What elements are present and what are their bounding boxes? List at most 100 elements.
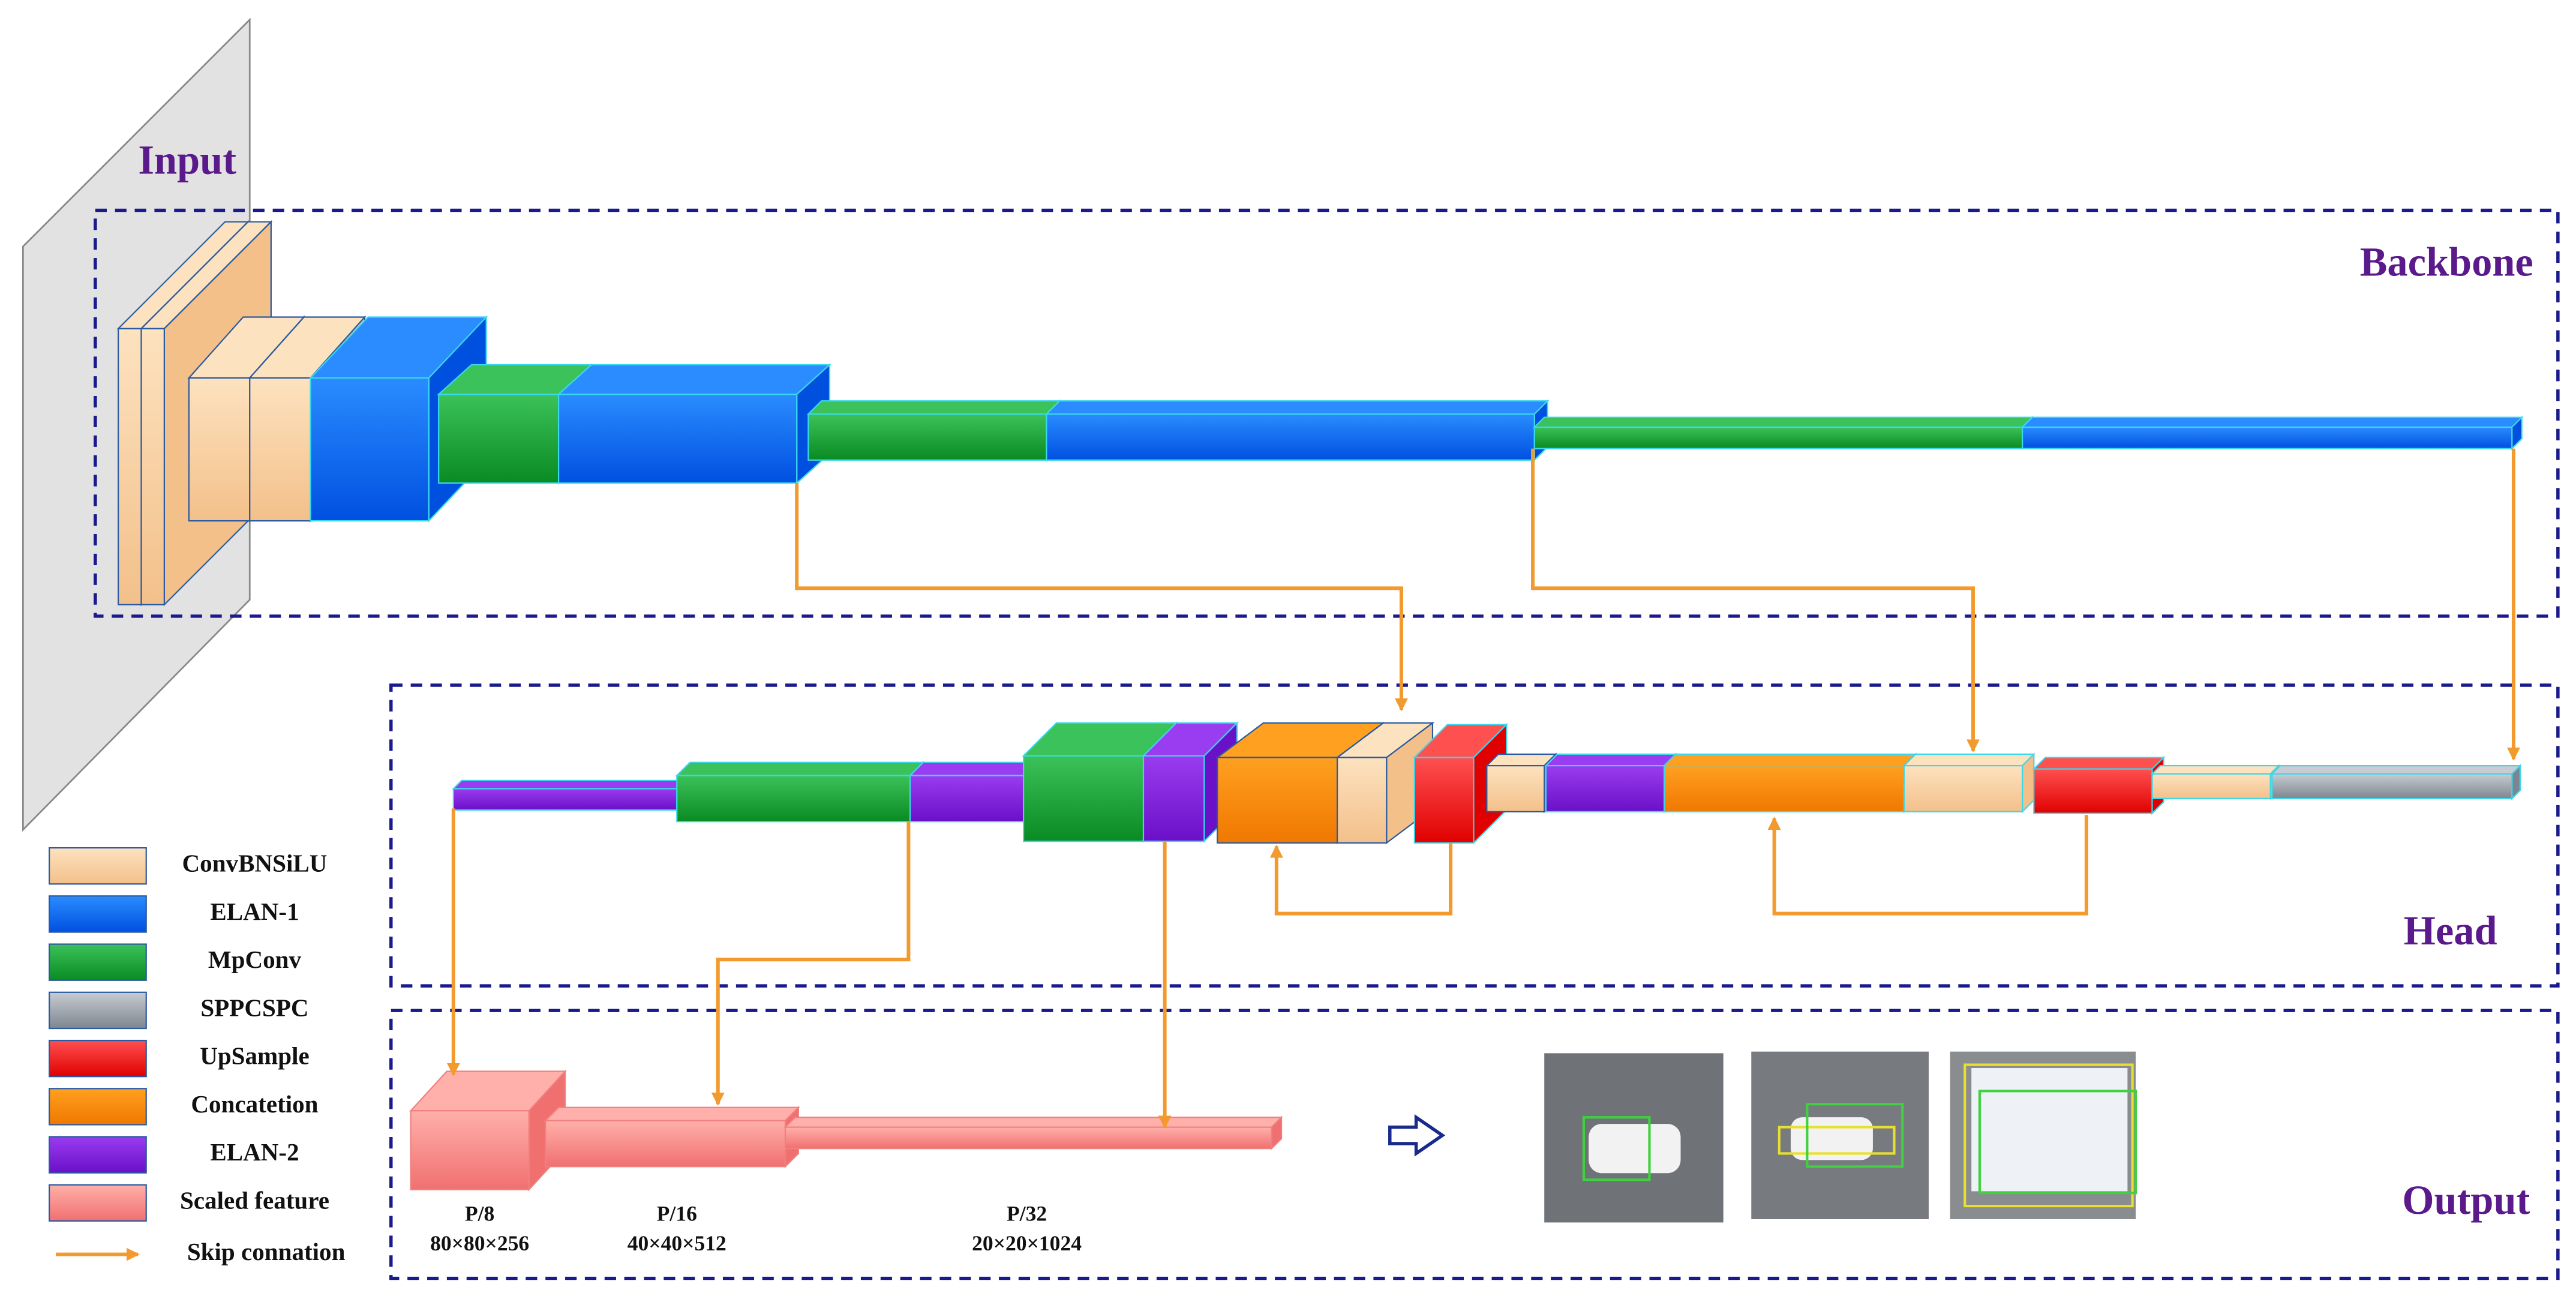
legend-label: Skip connation: [187, 1238, 346, 1265]
scale-labels: P/8 80×80×256 P/16 40×40×512 P/32 20×20×1024: [430, 1202, 1082, 1255]
block-front: [2022, 426, 2513, 449]
block-front: [2271, 773, 2513, 800]
block-front: [1413, 757, 1475, 844]
bbox: [1778, 1126, 1896, 1155]
scale-name: P/16: [657, 1202, 697, 1226]
output-frame: [389, 1009, 2560, 1280]
block: [1544, 752, 1677, 814]
section-label: Head: [2404, 908, 2497, 953]
block-top: [1662, 753, 1917, 767]
block: [2020, 415, 2524, 451]
block: [544, 1106, 800, 1168]
scale-name: P/8: [465, 1202, 494, 1226]
blocks: [116, 220, 2524, 1192]
block-front: [1337, 757, 1388, 844]
block-front: [1545, 765, 1665, 812]
legend-label: Scaled feature: [180, 1186, 329, 1214]
legend-label: ELAN-2: [210, 1138, 299, 1166]
block: [783, 1115, 1283, 1150]
block-front: [140, 328, 165, 605]
block-top: [1902, 753, 2035, 767]
block-top: [1544, 753, 1677, 767]
block: [1662, 752, 1917, 814]
block: [2270, 764, 2522, 800]
detection-images: [1544, 1051, 2137, 1223]
block-front: [438, 394, 560, 484]
legend-label: MpConv: [208, 946, 302, 973]
block-front: [1664, 765, 1905, 812]
block-top: [2270, 765, 2522, 775]
block-top: [1044, 400, 1550, 415]
legend-swatch: [49, 991, 147, 1030]
block: [1044, 399, 1550, 462]
block-top: [2020, 416, 2524, 428]
block-front: [1023, 755, 1145, 842]
block-front: [1486, 765, 1545, 812]
block: [2032, 755, 2166, 815]
block-front: [1142, 755, 1205, 842]
legend-label: SPPCSPC: [200, 994, 308, 1021]
truck: [1971, 1068, 2128, 1192]
block: [806, 399, 1061, 462]
legend-swatch: [49, 943, 147, 981]
skip-arrows: [446, 448, 2520, 1129]
section-label: Output: [2402, 1177, 2530, 1223]
block-top: [675, 761, 925, 776]
block-front: [2033, 768, 2153, 814]
block-front: [188, 377, 251, 522]
skip-arrow: [795, 483, 1408, 712]
bbox: [1978, 1090, 2137, 1195]
skip-arrow: [1531, 448, 1980, 753]
legend-label: UpSample: [200, 1042, 310, 1070]
block-top: [557, 364, 831, 395]
skip-arrow: [711, 821, 911, 1106]
block-front: [807, 413, 1047, 461]
bbox: [1963, 1063, 2134, 1208]
input-label: Input: [138, 137, 236, 183]
block-top: [2032, 757, 2166, 770]
block-front: [118, 328, 142, 605]
legend-swatch: [49, 1088, 147, 1126]
head-frame: [389, 683, 2560, 988]
block-top: [783, 1117, 1283, 1128]
block-front: [784, 1126, 1272, 1150]
block: [452, 779, 687, 812]
block-front: [909, 775, 1025, 823]
block: [2150, 764, 2280, 800]
legend-swatch: [49, 1184, 147, 1222]
car: [1589, 1124, 1681, 1174]
backbone-frame: [94, 208, 2560, 618]
block-front: [452, 788, 678, 811]
block-front: [310, 377, 430, 522]
block-front: [410, 1110, 530, 1190]
block-front: [558, 394, 798, 484]
block-front: [1217, 757, 1338, 844]
legend-swatch: [49, 895, 147, 933]
block-front: [1903, 765, 2023, 812]
block: [557, 363, 831, 485]
scale-shape: 80×80×256: [430, 1231, 529, 1255]
legend-swatch: [49, 1136, 147, 1174]
block-front: [2151, 773, 2271, 800]
block-top: [544, 1106, 800, 1121]
block-top: [908, 761, 1038, 776]
block: [675, 761, 925, 823]
legend-swatch: [49, 847, 147, 885]
block: [409, 1069, 567, 1192]
block-front: [545, 1120, 786, 1168]
block-top: [1533, 416, 2034, 428]
scale-shape: 20×20×1024: [972, 1231, 1082, 1255]
section-label: Backbone: [2360, 239, 2533, 284]
skip-arrow: [1269, 842, 1453, 916]
scale-shape: 40×40×512: [628, 1231, 726, 1255]
legend-swatch: [49, 1039, 147, 1078]
block-front: [1533, 426, 2023, 449]
block: [908, 761, 1038, 823]
skip-arrow: [1767, 815, 2088, 916]
bbox: [1582, 1116, 1651, 1181]
block-top: [452, 779, 687, 790]
block: [1533, 415, 2034, 451]
bbox: [1806, 1103, 1904, 1168]
